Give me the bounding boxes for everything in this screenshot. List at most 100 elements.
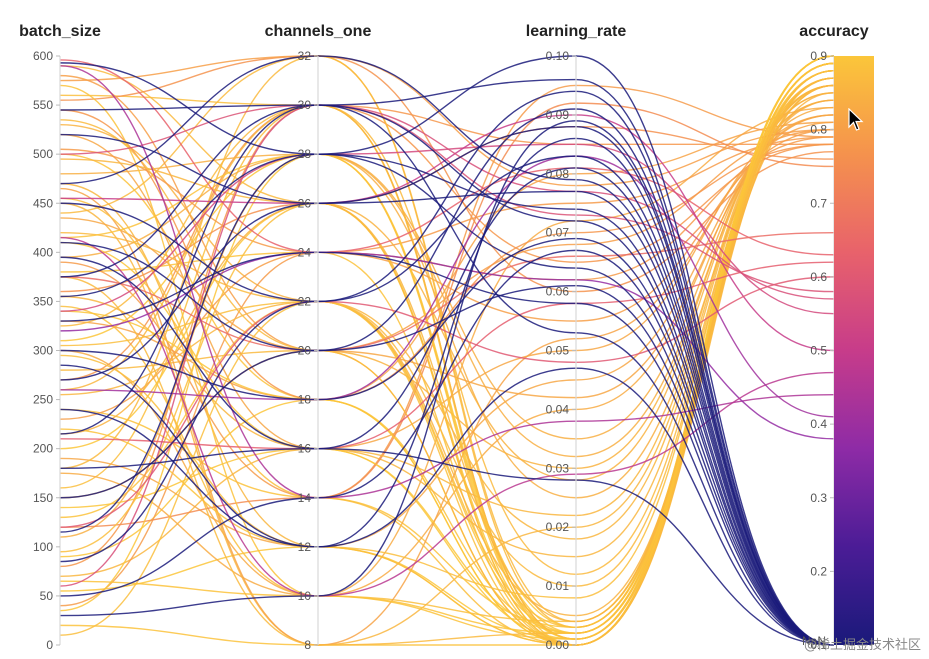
tick-label-accuracy: 0.2 <box>810 564 827 578</box>
run-line <box>59 62 835 634</box>
run-line <box>59 55 835 646</box>
run-line <box>59 190 835 646</box>
run-line <box>59 256 835 646</box>
run-line <box>59 251 835 646</box>
tick-label-channels_one: 16 <box>298 442 312 456</box>
run-line <box>59 99 835 440</box>
run-line <box>59 120 835 646</box>
tick-label-learning_rate: 0.09 <box>546 108 570 122</box>
axis-title-accuracy[interactable]: accuracy <box>799 23 868 40</box>
run-line <box>59 55 835 187</box>
run-line <box>59 55 835 293</box>
run-line <box>59 92 835 481</box>
axis-title-channels_one[interactable]: channels_one <box>265 23 372 40</box>
run-line <box>59 65 835 499</box>
tick-label-channels_one: 26 <box>298 196 312 210</box>
run-line <box>59 155 835 418</box>
tick-label-learning_rate: 0.01 <box>546 579 570 593</box>
run-line <box>59 104 835 646</box>
axis-title-learning_rate[interactable]: learning_rate <box>526 23 627 40</box>
tick-label-learning_rate: 0.08 <box>546 167 570 181</box>
tick-label-accuracy: 0.1 <box>810 638 827 652</box>
tick-label-batch_size: 400 <box>33 245 53 259</box>
tick-label-accuracy: 0.3 <box>810 491 827 505</box>
tick-label-batch_size: 550 <box>33 98 53 112</box>
tick-label-channels_one: 28 <box>298 147 312 161</box>
run-line <box>59 249 835 646</box>
run-line <box>59 104 835 587</box>
tick-label-channels_one: 12 <box>298 540 312 554</box>
run-line <box>59 77 835 646</box>
axis-title-batch_size[interactable]: batch_size <box>19 23 101 40</box>
tick-label-batch_size: 100 <box>33 540 53 554</box>
tick-label-accuracy: 0.7 <box>810 196 827 210</box>
tick-label-channels_one: 22 <box>298 294 312 308</box>
tick-label-batch_size: 150 <box>33 491 53 505</box>
run-line <box>59 55 835 634</box>
run-line <box>59 114 835 352</box>
run-line <box>59 364 835 646</box>
run-line <box>59 90 835 646</box>
run-line <box>59 55 835 646</box>
tick-label-batch_size: 600 <box>33 49 53 63</box>
run-line <box>59 153 835 646</box>
run-line <box>59 77 835 576</box>
tick-label-channels_one: 32 <box>298 49 312 63</box>
tick-label-batch_size: 500 <box>33 147 53 161</box>
run-line <box>59 104 835 646</box>
tick-label-batch_size: 200 <box>33 442 53 456</box>
tick-label-batch_size: 450 <box>33 196 53 210</box>
tick-label-channels_one: 10 <box>298 589 312 603</box>
run-line <box>59 108 835 646</box>
tick-label-learning_rate: 0.05 <box>546 344 570 358</box>
tick-label-learning_rate: 0.02 <box>546 520 570 534</box>
run-line <box>59 114 835 450</box>
tick-label-channels_one: 30 <box>298 98 312 112</box>
tick-label-channels_one: 14 <box>298 491 312 505</box>
tick-label-batch_size: 300 <box>33 344 53 358</box>
watermark: @稀土掘金技术社区 <box>803 638 921 653</box>
tick-label-batch_size: 0 <box>46 638 53 652</box>
run-line <box>59 143 835 315</box>
tick-label-channels_one: 18 <box>298 393 312 407</box>
tick-label-batch_size: 50 <box>40 589 54 603</box>
run-line <box>59 276 835 528</box>
tick-label-accuracy: 0.6 <box>810 270 827 284</box>
run-line <box>59 167 835 646</box>
tick-label-learning_rate: 0.06 <box>546 285 570 299</box>
run-line <box>59 84 835 499</box>
run-line <box>59 84 835 623</box>
tick-label-accuracy: 0.8 <box>810 123 827 137</box>
tick-label-batch_size: 350 <box>33 294 53 308</box>
tick-label-learning_rate: 0.00 <box>546 638 570 652</box>
tick-label-channels_one: 20 <box>298 344 312 358</box>
tick-label-channels_one: 24 <box>298 245 312 259</box>
run-line <box>59 153 835 646</box>
tick-label-accuracy: 0.9 <box>810 49 827 63</box>
run-lines <box>59 55 835 646</box>
run-line <box>59 136 835 607</box>
tick-label-accuracy: 0.4 <box>810 417 827 431</box>
run-line <box>59 232 835 352</box>
run-line <box>59 128 835 420</box>
run-line <box>59 78 835 646</box>
tick-label-learning_rate: 0.04 <box>546 402 570 416</box>
nan-label: NaN <box>802 634 826 648</box>
run-line <box>59 84 835 646</box>
run-line <box>59 70 835 640</box>
tick-label-learning_rate: 0.10 <box>546 49 570 63</box>
run-line <box>59 104 835 293</box>
run-line <box>59 92 835 617</box>
run-line <box>59 104 834 568</box>
tick-label-accuracy: 0.5 <box>810 344 827 358</box>
run-line <box>59 84 835 646</box>
run-line <box>59 102 835 528</box>
mouse-cursor-icon <box>848 108 864 131</box>
tick-label-learning_rate: 0.03 <box>546 461 570 475</box>
run-line <box>59 285 835 646</box>
accuracy-colorbar[interactable] <box>834 56 874 645</box>
tick-label-channels_one: 8 <box>304 638 311 652</box>
tick-label-batch_size: 250 <box>33 393 53 407</box>
tick-label-learning_rate: 0.07 <box>546 226 570 240</box>
